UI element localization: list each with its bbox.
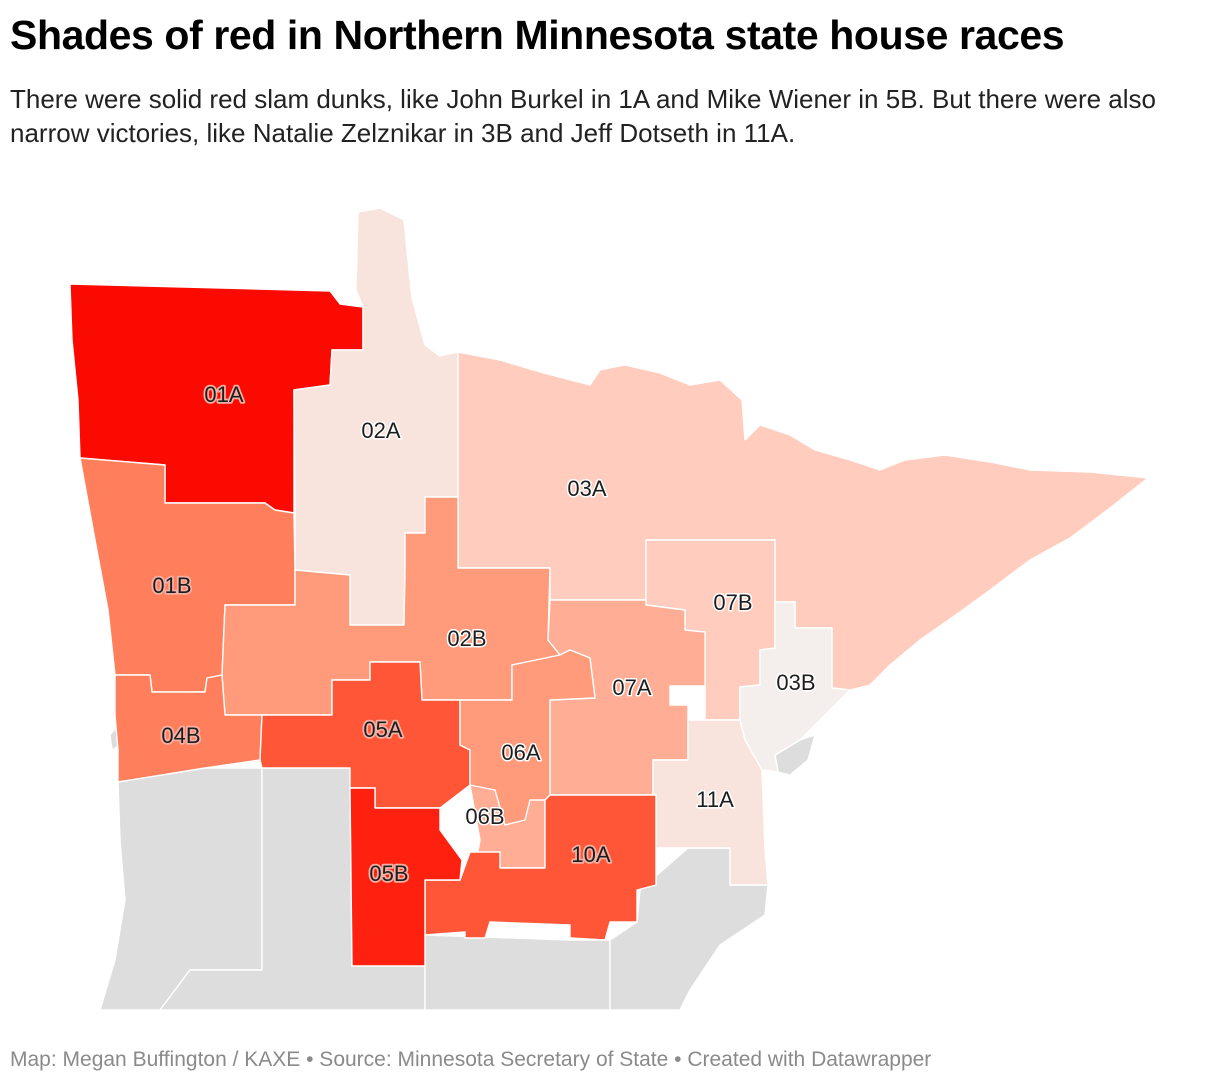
district-map: 01A 02A 03A 01B 02B 07B 03B 07A 04B 05A … <box>69 207 1149 1011</box>
label-07B: 07B <box>713 590 752 615</box>
label-02A: 02A <box>361 418 400 443</box>
house-districts <box>69 207 1149 967</box>
other-counties <box>99 723 817 1011</box>
chart-title: Shades of red in Northern Minnesota stat… <box>10 12 1065 58</box>
district-05B[interactable] <box>349 787 463 967</box>
label-05A: 05A <box>363 717 402 742</box>
label-03B: 03B <box>776 670 815 695</box>
source-credit: Map: Megan Buffington / KAXE • Source: M… <box>10 1048 932 1071</box>
label-02B: 02B <box>447 626 486 651</box>
district-10A[interactable] <box>424 794 657 941</box>
label-01A: 01A <box>204 382 243 407</box>
chart-subtitle: There were solid red slam dunks, like Jo… <box>10 84 1156 148</box>
district-labels: 01A 02A 03A 01B 02B 07B 03B 07A 04B 05A … <box>151 380 817 888</box>
label-04B: 04B <box>161 723 200 748</box>
label-10A: 10A <box>571 842 610 867</box>
label-06B: 06B <box>465 804 504 829</box>
label-05B: 05B <box>369 861 408 886</box>
label-03A: 03A <box>567 476 606 501</box>
label-07A: 07A <box>612 675 651 700</box>
county-south <box>424 934 611 1011</box>
label-11A: 11A <box>696 787 734 812</box>
label-01B: 01B <box>152 573 191 598</box>
district-04B[interactable] <box>114 674 263 783</box>
district-03B[interactable] <box>739 601 851 773</box>
label-06A: 06A <box>501 740 540 765</box>
